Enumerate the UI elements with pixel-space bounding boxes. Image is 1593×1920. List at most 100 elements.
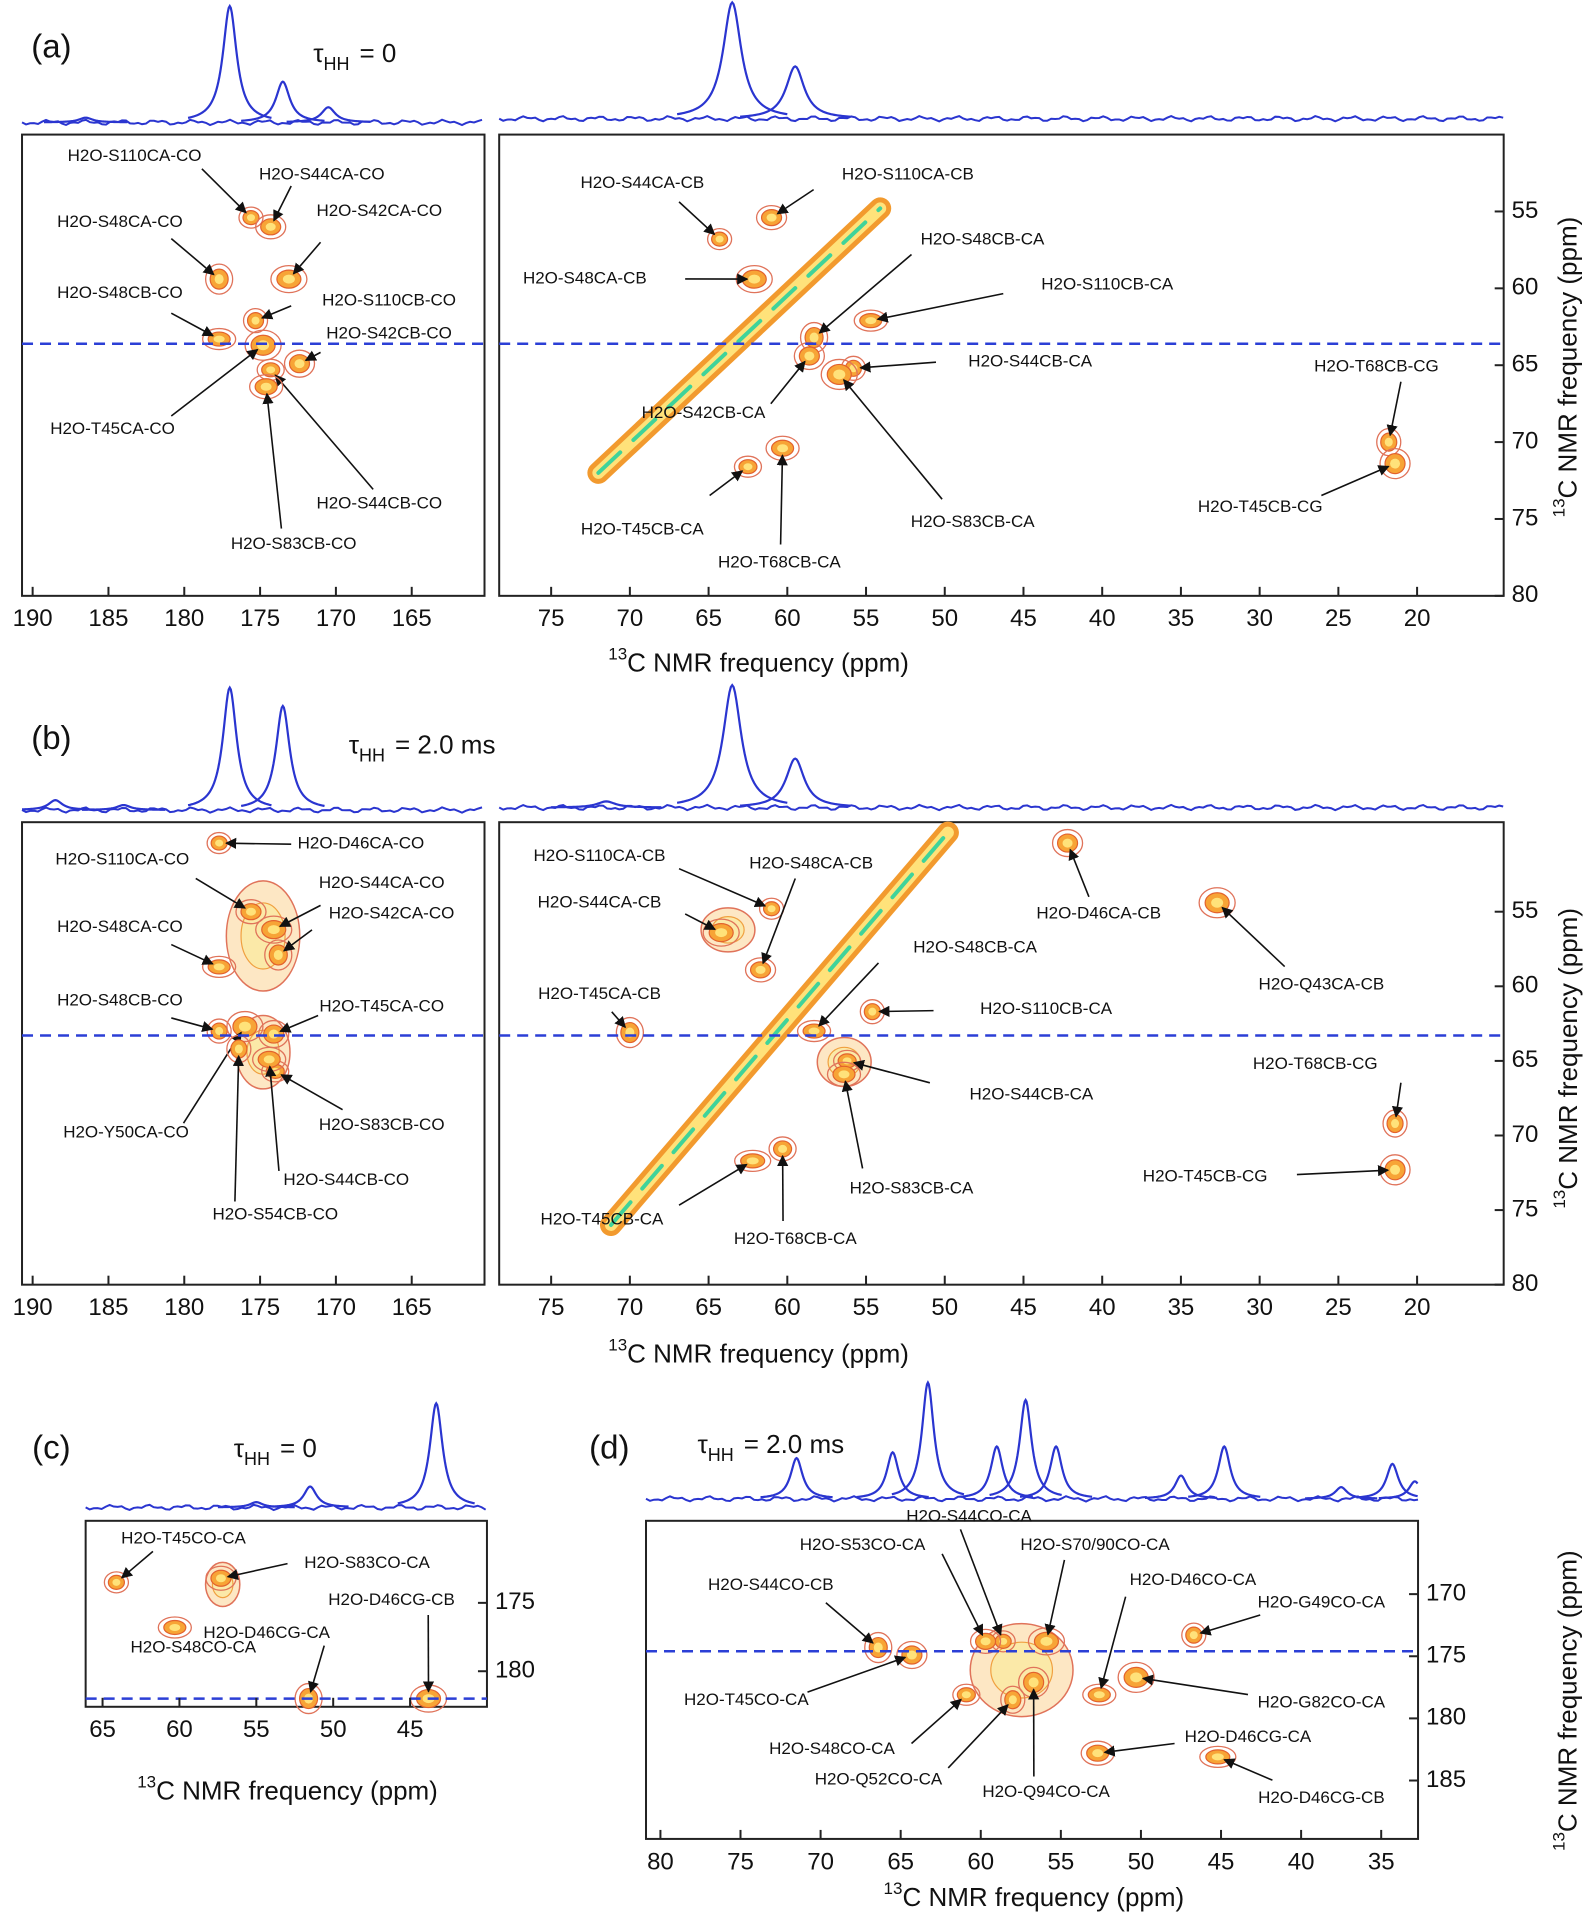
peak-outer xyxy=(969,1628,1002,1654)
peak-label: H2O-D46CG-CB xyxy=(328,1590,455,1609)
peak-label: H2O-S110CB-CO xyxy=(322,290,456,309)
x-axis-title: 13C NMR frequency (ppm) xyxy=(137,1772,438,1805)
y-tick-label: 80 xyxy=(1512,581,1539,608)
x-tick-label: 55 xyxy=(1048,1848,1075,1875)
y-tick-label: 170 xyxy=(1426,1579,1466,1606)
peak xyxy=(235,899,267,925)
peak-label: H2O-S48CB-CA xyxy=(913,938,1037,957)
arrow xyxy=(260,305,292,320)
tau-value: = 0 xyxy=(280,1433,317,1463)
peak-label: H2O-T45CO-CA xyxy=(121,1529,246,1548)
arrow xyxy=(776,188,815,215)
slice-peak xyxy=(856,1450,929,1499)
arrow xyxy=(280,1074,343,1111)
panel-label: (b) xyxy=(31,719,71,756)
arrow xyxy=(947,1704,1009,1769)
plot: H2O-S44CA-CB H2O-S110CA-CB H2O-S48CA-CB H2O… xyxy=(498,0,1539,632)
x-tick-label: 35 xyxy=(1168,1294,1195,1321)
y-tick-label: 75 xyxy=(1512,504,1539,531)
peak xyxy=(1181,1622,1207,1648)
peak-core xyxy=(715,928,728,938)
arrow xyxy=(843,378,943,500)
x-tick-label: 165 xyxy=(392,605,432,632)
peak-outer xyxy=(255,214,287,240)
peak xyxy=(270,264,308,294)
peak-outer xyxy=(1051,828,1084,858)
slice-peak xyxy=(960,1445,1033,1498)
peak-core xyxy=(1391,1119,1400,1129)
x-tick-label: 50 xyxy=(1128,1848,1155,1875)
tau-label: τHH = 2.0 ms xyxy=(349,729,496,765)
peak-core xyxy=(257,340,270,351)
peak-label: H2O-S70/90CO-CA xyxy=(1020,1535,1170,1554)
x-axis-title: 13C NMR frequency (ppm) xyxy=(608,644,909,677)
arrow xyxy=(709,470,744,497)
peak xyxy=(238,206,264,229)
peak xyxy=(793,341,826,371)
peak-core xyxy=(777,444,789,453)
plot-frame xyxy=(84,1519,488,1708)
y-tick-label: 55 xyxy=(1512,197,1539,224)
peak-outer xyxy=(255,915,293,944)
x-tick-label: 70 xyxy=(617,605,644,632)
x-tick-label: 175 xyxy=(240,605,280,632)
peak xyxy=(826,1061,862,1087)
peak-outer xyxy=(226,1010,264,1043)
axis-title-text: C NMR frequency (ppm) xyxy=(1553,908,1583,1190)
x-tick-label: 65 xyxy=(89,1716,116,1743)
peak-label: H2O-S110CA-CB xyxy=(842,164,974,183)
y-tick-label: 70 xyxy=(1512,1121,1539,1148)
peak xyxy=(896,1640,928,1670)
arrow xyxy=(170,237,215,276)
peak-outer xyxy=(744,957,777,983)
peak-core xyxy=(1189,1631,1198,1640)
arrow xyxy=(170,312,214,337)
peak-label: H2O-S110CA-CO xyxy=(55,850,189,869)
peak-label: H2O-S83CB-CO xyxy=(231,534,357,553)
peak-label: H2O-S44CB-CO xyxy=(283,1170,409,1189)
peak xyxy=(820,358,858,391)
peak-label: H2O-S48CO-CA xyxy=(130,1638,256,1657)
peak-core xyxy=(1062,838,1073,848)
x-tick-label: 50 xyxy=(931,605,958,632)
x-tick-label: 170 xyxy=(316,1294,356,1321)
peak-label: H2O-S48CA-CB xyxy=(749,853,873,872)
peak-label: H2O-S83CO-CA xyxy=(304,1553,430,1572)
slice-peak xyxy=(1356,1462,1418,1499)
arrow xyxy=(1141,1674,1249,1696)
peak-label: H2O-Q43CA-CB xyxy=(1259,974,1385,993)
peak-core xyxy=(215,839,224,847)
peak-label: H2O-D46CG-CA xyxy=(203,1623,330,1642)
peak xyxy=(256,358,285,381)
arrow xyxy=(262,392,283,529)
peak-core xyxy=(282,274,295,284)
peak-core xyxy=(1390,1164,1401,1175)
arrow xyxy=(1044,1559,1066,1636)
arrow xyxy=(195,877,246,909)
peak-core xyxy=(849,364,858,373)
x-tick-label: 35 xyxy=(1368,1848,1395,1875)
x-tick-label: 180 xyxy=(164,605,204,632)
arrow xyxy=(859,361,937,373)
tau-symbol: τ xyxy=(313,38,324,68)
peak xyxy=(1082,1683,1117,1706)
panel-label: (d) xyxy=(589,1429,629,1466)
peak-label: H2O-S110CB-CA xyxy=(980,999,1113,1018)
axis-title-text: C NMR frequency (ppm) xyxy=(902,1882,1184,1912)
slice-peak xyxy=(81,803,166,811)
slice-peak xyxy=(676,683,788,804)
peak xyxy=(249,374,284,400)
peak-core xyxy=(246,214,255,222)
peak-core xyxy=(746,1157,759,1165)
peak-core xyxy=(766,213,777,222)
axis-title-superscript: 13 xyxy=(608,1336,627,1355)
x-tick-label: 45 xyxy=(1010,605,1037,632)
tau-value: = 2.0 ms xyxy=(744,1429,844,1459)
x-tick-label: 65 xyxy=(887,1848,914,1875)
slice-peak xyxy=(1378,1480,1419,1500)
peak-outer xyxy=(1199,1745,1237,1769)
axis-title-superscript: 13 xyxy=(1550,1190,1569,1209)
peak-core xyxy=(1008,1695,1017,1705)
peak-core xyxy=(865,317,877,325)
